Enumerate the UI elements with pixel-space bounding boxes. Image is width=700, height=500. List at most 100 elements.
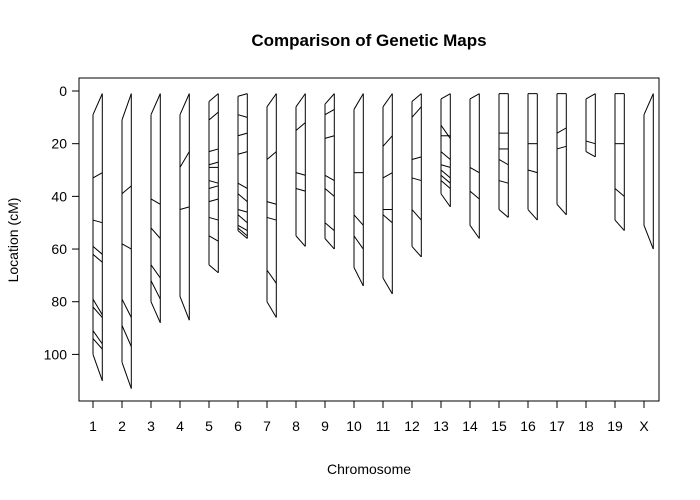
marker-link <box>440 124 451 139</box>
marker-link <box>237 209 248 213</box>
y-tick-label: 0 <box>59 83 67 99</box>
x-axis: 1 2 3 4 5 6 7 8 9 10 11 12 13 14 15 16 17 18 19 X <box>89 401 649 434</box>
marker-link <box>440 164 451 168</box>
marker-link <box>92 298 103 316</box>
marker-link <box>643 225 654 250</box>
x-tick-label: 9 <box>321 418 329 434</box>
marker-link <box>121 93 132 121</box>
x-tick-label: 10 <box>346 418 362 434</box>
marker-link <box>179 206 190 211</box>
marker-link <box>208 111 219 121</box>
marker-link <box>527 209 538 221</box>
x-tick-label: 17 <box>549 418 565 434</box>
marker-link <box>527 169 538 174</box>
marker-link <box>121 325 132 347</box>
x-tick-label: 13 <box>433 418 449 434</box>
marker-link <box>411 156 422 160</box>
marker-link <box>324 222 335 231</box>
marker-link <box>585 93 596 100</box>
y-axis: 0 20 40 60 80 100 <box>44 83 79 362</box>
x-tick-label: 12 <box>404 418 420 434</box>
marker-link <box>324 238 335 250</box>
marker-link <box>585 140 596 145</box>
marker-link <box>295 187 306 192</box>
marker-link <box>585 151 596 158</box>
marker-link <box>266 216 277 221</box>
chromosome-12 <box>411 93 422 258</box>
marker-link <box>266 151 277 160</box>
marker-link <box>237 214 248 224</box>
x-tick-label: 18 <box>578 418 594 434</box>
marker-link <box>469 166 480 174</box>
marker-link <box>556 127 567 134</box>
chromosome-16 <box>527 93 538 221</box>
marker-link <box>295 122 306 131</box>
marker-link <box>440 93 451 100</box>
marker-link <box>208 264 219 274</box>
marker-link <box>295 93 306 108</box>
marker-link <box>266 269 277 284</box>
marker-link <box>179 296 190 321</box>
marker-link <box>179 151 190 168</box>
x-tick-label: 4 <box>176 418 184 434</box>
marker-link <box>208 185 219 189</box>
marker-link <box>237 182 248 189</box>
marker-link <box>411 93 422 102</box>
marker-link <box>92 338 103 350</box>
marker-link <box>266 301 277 318</box>
chromosome-1 <box>92 93 103 381</box>
marker-link <box>324 109 335 116</box>
y-tick-label: 60 <box>51 241 67 257</box>
x-tick-label: 5 <box>205 418 213 434</box>
marker-link <box>382 214 393 224</box>
x-tick-label: 6 <box>234 418 242 434</box>
marker-link <box>469 190 480 200</box>
marker-link <box>295 172 306 176</box>
x-axis-label: Chromosome <box>327 461 411 477</box>
marker-link <box>237 93 248 97</box>
marker-link <box>121 185 132 195</box>
chromosome-7 <box>266 93 277 318</box>
x-tick-label: 15 <box>491 418 507 434</box>
chromosome-18 <box>585 93 596 158</box>
marker-link <box>208 235 219 242</box>
marker-link <box>92 330 103 345</box>
marker-link <box>353 93 364 110</box>
chromosome-10 <box>353 93 364 287</box>
marker-link <box>92 172 103 179</box>
marker-link <box>150 93 161 115</box>
marker-link <box>382 93 393 108</box>
y-tick-label: 100 <box>44 346 68 362</box>
marker-link <box>208 148 219 153</box>
x-tick-label: 3 <box>147 418 155 434</box>
marker-link <box>440 169 451 179</box>
chromosome-5 <box>208 93 219 274</box>
chromosome-13 <box>440 93 451 208</box>
marker-link <box>92 93 103 115</box>
marker-link <box>411 209 422 221</box>
x-tick-label: 11 <box>376 418 391 434</box>
marker-link <box>440 180 451 189</box>
chromosome-9 <box>324 93 335 250</box>
chromosome-6 <box>237 93 248 239</box>
marker-link <box>353 235 364 250</box>
marker-link <box>266 201 277 205</box>
marker-link <box>498 159 509 166</box>
chromosome-4 <box>179 93 190 321</box>
marker-link <box>92 253 103 263</box>
x-tick-label: 8 <box>292 418 300 434</box>
y-tick-label: 40 <box>51 188 67 204</box>
marker-link <box>295 235 306 247</box>
marker-link <box>208 93 219 102</box>
marker-link <box>92 219 103 224</box>
marker-link <box>324 135 335 139</box>
chromosome-17 <box>556 93 567 216</box>
marker-link <box>179 93 190 115</box>
marker-link <box>556 145 567 150</box>
marker-link <box>92 354 103 381</box>
marker-link <box>382 277 393 295</box>
marker-link <box>150 264 161 279</box>
marker-link <box>237 132 248 137</box>
chromosome-2 <box>121 93 132 389</box>
